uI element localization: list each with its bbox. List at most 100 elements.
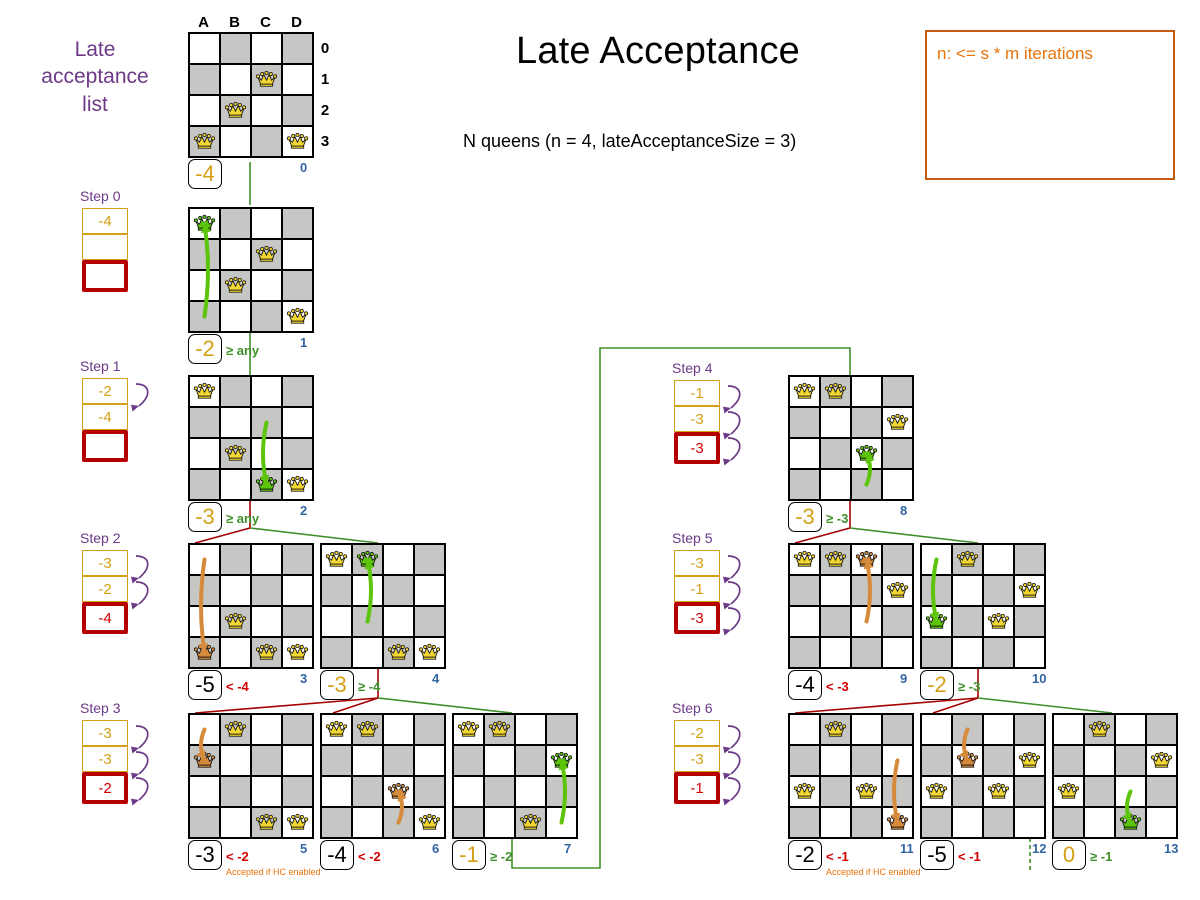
queen-piece[interactable] [1055,779,1082,804]
queen-piece[interactable] [884,410,911,435]
board-cell[interactable] [983,714,1014,745]
board-cell[interactable] [282,575,313,606]
board-cell[interactable] [820,438,851,469]
board-cell[interactable] [789,438,820,469]
board-cell[interactable] [820,575,851,606]
board-cell[interactable] [383,776,414,807]
board-cell[interactable] [189,438,220,469]
board-cell[interactable] [282,270,313,301]
queen-piece[interactable] [517,810,544,835]
board-cell[interactable] [282,33,313,64]
board-cell[interactable] [789,469,820,500]
queen-piece[interactable] [191,379,218,404]
board-cell[interactable] [383,575,414,606]
queen-piece[interactable] [253,810,280,835]
board-cell[interactable] [251,575,282,606]
board-cell[interactable] [251,376,282,407]
board-cell[interactable] [282,407,313,438]
board-cell[interactable] [983,745,1014,776]
queen-piece[interactable] [284,304,311,329]
board-cell[interactable] [820,407,851,438]
board-cell[interactable] [921,714,952,745]
queen-piece[interactable] [1016,578,1043,603]
board-cell[interactable] [820,469,851,500]
board-cell[interactable] [189,807,220,838]
board-cell[interactable] [282,776,313,807]
board-cell[interactable] [851,714,882,745]
queen-piece[interactable] [191,129,218,154]
board-cell[interactable] [220,807,251,838]
board-cell[interactable] [882,376,913,407]
board-cell[interactable] [1014,714,1045,745]
board-cell[interactable] [189,469,220,500]
board-cell[interactable] [515,714,546,745]
queen-piece[interactable] [853,779,880,804]
board-cell[interactable] [282,64,313,95]
board-cell[interactable] [983,575,1014,606]
board-cell[interactable] [220,407,251,438]
board-cell[interactable] [383,714,414,745]
queen-piece[interactable] [1148,748,1175,773]
queen-piece[interactable] [222,717,249,742]
board-cell[interactable] [952,807,983,838]
board-cell[interactable] [414,714,445,745]
board-cell[interactable] [851,807,882,838]
queen-piece[interactable] [323,717,350,742]
queen-piece[interactable] [222,441,249,466]
board-cell[interactable] [882,606,913,637]
queen-piece[interactable] [791,379,818,404]
board-cell[interactable] [321,776,352,807]
queen-piece[interactable] [985,779,1012,804]
queen-piece[interactable] [791,779,818,804]
board-cell[interactable] [820,637,851,668]
board-cell[interactable] [983,637,1014,668]
queen-piece[interactable] [822,717,849,742]
board-cell[interactable] [515,776,546,807]
board-cell[interactable] [220,301,251,332]
board-cell[interactable] [220,575,251,606]
board-cell[interactable] [251,776,282,807]
board-cell[interactable] [220,776,251,807]
board-cell[interactable] [282,544,313,575]
board-cell[interactable] [789,606,820,637]
board-cell[interactable] [921,807,952,838]
queen-piece[interactable] [791,547,818,572]
queen-piece[interactable] [822,547,849,572]
queen-piece[interactable] [253,67,280,92]
board-cell[interactable] [220,208,251,239]
board-cell[interactable] [1014,637,1045,668]
board-cell[interactable] [1053,745,1084,776]
board-cell[interactable] [352,745,383,776]
board-cell[interactable] [251,126,282,157]
board-cell[interactable] [1084,807,1115,838]
queen-piece[interactable] [985,609,1012,634]
board-cell[interactable] [220,64,251,95]
queen-piece[interactable] [222,609,249,634]
board-cell[interactable] [484,745,515,776]
board-cell[interactable] [1146,776,1177,807]
board-cell[interactable] [189,407,220,438]
board-cell[interactable] [414,745,445,776]
board-cell[interactable] [282,714,313,745]
board-cell[interactable] [220,544,251,575]
board-cell[interactable] [921,637,952,668]
queen-piece[interactable] [284,129,311,154]
board-cell[interactable] [251,438,282,469]
board-cell[interactable] [251,714,282,745]
board-cell[interactable] [1014,544,1045,575]
board-cell[interactable] [882,714,913,745]
board-cell[interactable] [220,239,251,270]
board-cell[interactable] [1014,606,1045,637]
board-cell[interactable] [484,714,515,745]
queen-piece[interactable] [253,242,280,267]
board-cell[interactable] [882,776,913,807]
board-cell[interactable] [789,575,820,606]
board-cell[interactable] [220,126,251,157]
board-cell[interactable] [251,544,282,575]
board-cell[interactable] [414,776,445,807]
board-cell[interactable] [1014,745,1045,776]
board-cell[interactable] [383,606,414,637]
board-cell[interactable] [414,544,445,575]
board-cell[interactable] [882,544,913,575]
board-cell[interactable] [220,745,251,776]
